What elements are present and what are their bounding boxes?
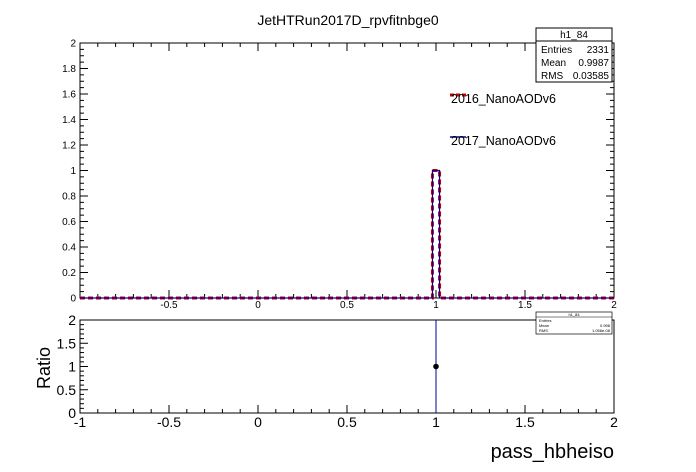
chart-title: JetHTRun2017D_rpvfitnbge0 (257, 12, 439, 28)
y-tick-label: 0.4 (62, 243, 76, 254)
ratio-x-tick-label: -0.5 (157, 414, 181, 430)
stats-rms-label: RMS (541, 71, 564, 82)
ratio-stats-rms-label: RMS (539, 328, 548, 333)
ratio-stats-mean-value: 0.998 (600, 323, 611, 328)
ratio-stats-entries-label: Entries (539, 318, 551, 323)
histogram-series (80, 169, 614, 300)
y-tick-label: 2 (70, 39, 76, 50)
stats-mean-value: 0.9987 (578, 58, 609, 69)
ratio-stats-rms-value: 1.056e-08 (592, 328, 611, 333)
y-tick-label: 1 (70, 166, 76, 177)
ratio-stats-mean-label: Mean (539, 323, 549, 328)
x-axis-label: pass_hbheiso (491, 441, 614, 463)
ratio-stats-box-frame (535, 311, 613, 335)
ratio-x-tick-label: 1 (432, 414, 440, 430)
ratio-x-tick-label: 1.5 (515, 414, 535, 430)
ratio-x-tick-label: 0.5 (337, 414, 357, 430)
ratio-plot-frame (79, 319, 615, 414)
ratio-x-tick-label: -1 (74, 414, 87, 430)
ratio-plot: 0 0.5 1 1.5 2 -1 -0.5 0 0.5 1 1.5 2 Ratio pass_hbh… (34, 311, 618, 463)
x-tick-label: 2 (611, 300, 617, 311)
main-plot-x-tick-labels: -0.5 0 0.5 1 1.5 2 (160, 300, 617, 311)
ratio-point (433, 363, 439, 370)
y-tick-label: 1.4 (62, 115, 76, 126)
y-tick-label: 1.6 (62, 90, 76, 101)
y-tick-label: 1.2 (62, 141, 76, 152)
main-plot-frame (79, 42, 615, 299)
main-plot-y-tick-labels: 0 0.2 0.4 0.6 0.8 1 1.2 1.4 1.6 1.8 2 (62, 39, 76, 305)
histogram-2016 (80, 169, 614, 300)
ratio-points (433, 320, 439, 413)
stats-box-name: h1_84 (560, 30, 588, 41)
stats-entries-value: 2331 (587, 45, 610, 56)
x-tick-label: -0.5 (160, 300, 178, 311)
ratio-plot-ticks (79, 319, 615, 414)
x-tick-label: 0.5 (340, 300, 354, 311)
legend-label-2017: 2017_NanoAODv6 (451, 134, 556, 148)
stats-mean-label: Mean (541, 58, 566, 69)
ratio-plot-y-tick-labels: 0 0.5 1 1.5 2 (57, 312, 77, 421)
main-plot-ticks (79, 42, 615, 299)
legend: 2016_NanoAODv6 2017_NanoAODv6 (450, 92, 556, 148)
ratio-y-tick-label: 1 (68, 359, 76, 375)
ratio-x-tick-label: 0 (254, 414, 262, 430)
ratio-stats-box: h1_84 Entries Mean 0.998 RMS 1.056e-08 (535, 311, 613, 335)
ratio-stats-box-name: h1_84 (568, 312, 580, 317)
ratio-y-tick-label: 0.5 (57, 382, 77, 398)
y-tick-label: 0.2 (62, 268, 76, 279)
stats-box: h1_84 Entries 2331 Mean 0.9987 RMS 0.035… (535, 27, 613, 83)
x-tick-label: 0 (255, 300, 261, 311)
ratio-plot-x-tick-labels: -1 -0.5 0 0.5 1 1.5 2 (74, 414, 618, 430)
ratio-x-tick-label: 2 (610, 414, 618, 430)
x-tick-label: 1 (433, 300, 439, 311)
legend-label-2016: 2016_NanoAODv6 (451, 92, 556, 106)
ratio-y-axis-label: Ratio (34, 347, 54, 389)
main-plot: 0 0.2 0.4 0.6 0.8 1 1.2 1.4 1.6 1.8 2 -0.5 0 0.5 1 1.5… (62, 27, 617, 311)
histogram-2017 (80, 169, 614, 299)
stats-rms-value: 0.03585 (573, 71, 610, 82)
ratio-y-tick-label: 2 (68, 312, 76, 328)
stats-entries-label: Entries (541, 45, 572, 56)
y-tick-label: 0 (70, 294, 76, 305)
y-tick-label: 0.8 (62, 192, 76, 203)
ratio-y-tick-label: 0 (68, 405, 76, 421)
y-tick-label: 1.8 (62, 64, 76, 75)
y-tick-label: 0.6 (62, 217, 76, 228)
ratio-y-tick-label: 1.5 (57, 335, 77, 351)
x-tick-label: 1.5 (518, 300, 532, 311)
stats-box-frame (535, 27, 613, 83)
